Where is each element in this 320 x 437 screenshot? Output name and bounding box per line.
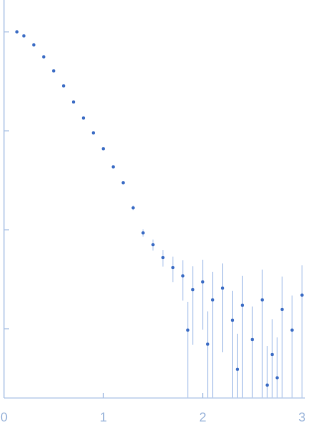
data-point [81,116,86,120]
data-point [151,243,155,247]
data-point [91,131,96,135]
data-point [101,147,105,151]
data-point [235,367,240,371]
data-point [270,352,274,357]
x-tick-label: 0 [0,409,7,424]
data-point [62,84,66,88]
data-point [32,43,36,47]
data-point [52,69,56,73]
chart: 0 1 2 3 [0,0,305,424]
data-point [206,342,210,346]
data-point [201,280,205,284]
x-tick-label: 3 [298,409,305,424]
data-point [250,337,254,342]
data-point [280,307,284,312]
data-point [111,165,115,169]
x-tick-label: 2 [199,409,206,424]
data-point [300,293,304,297]
data-point [141,231,145,235]
data-point [265,383,269,387]
data-point [181,274,185,278]
data-point [71,100,76,104]
data-point [161,255,165,260]
data-point [275,376,279,380]
data-point [15,30,19,34]
data-point [220,286,225,290]
data-point [290,328,294,332]
data-point [211,298,215,302]
data-point [230,318,235,322]
data-point [186,328,190,332]
data-point [131,206,135,210]
data-point [260,298,264,302]
data-point [191,288,195,292]
data-point [171,265,175,270]
data-point [240,303,245,307]
data-point [42,55,46,59]
data-point [121,181,125,185]
x-tick-label: 1 [100,409,107,424]
data-point [22,34,26,38]
